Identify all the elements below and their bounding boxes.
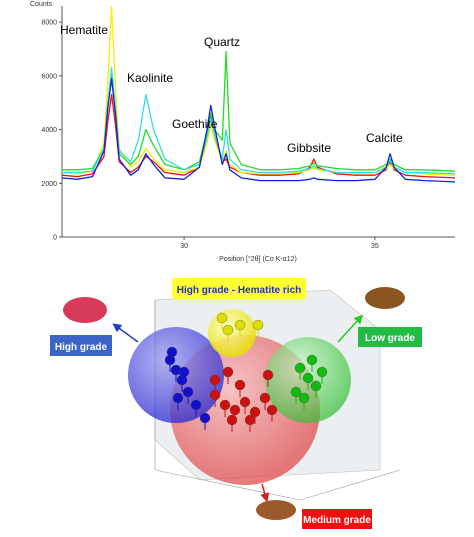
sample-point [302,372,314,384]
sample-point [234,379,246,391]
sample-point [310,380,322,392]
peak-label: Gibbsite [287,141,331,155]
y-tick-label: 6000 [41,73,57,80]
peak-label: Quartz [204,35,240,49]
sample-point [316,366,328,378]
sample-image [365,287,405,309]
sample-point [234,319,246,331]
sample-point [259,392,271,404]
diagram-title: High grade - Hematite rich [177,285,301,296]
sample-point [244,414,256,426]
peak-label: Goethite [172,117,218,131]
sample-point [216,312,228,324]
sample-image [256,500,296,520]
arrow [260,483,270,503]
axis-line [299,469,401,501]
sample-point [190,399,202,411]
y-axis-label: Counts [30,1,53,8]
y-tick-label: 4000 [41,127,57,134]
sample-point [178,366,190,378]
sample-point [266,404,278,416]
x-tick-label: 35 [371,243,379,250]
pca-diagram: High grade - Hematite rich High grade Lo… [50,278,422,529]
sample-point [172,392,184,404]
sample-point [226,414,238,426]
sample-point [219,399,231,411]
sample-image [63,297,107,323]
lines [62,6,455,183]
peak-label: Kaolinite [127,71,173,85]
series-line [62,77,455,183]
x-tick-label: 30 [180,243,188,250]
sample-point [262,369,274,381]
sample-point [229,404,241,416]
sample-point [182,386,194,398]
sample-point [209,374,221,386]
peak-label: Hematite [60,23,108,37]
sample-point [306,354,318,366]
sample-point [298,392,310,404]
title-box [172,278,306,299]
y-tick-label: 2000 [41,181,57,188]
arrow [337,314,364,343]
label: High grade [55,342,108,353]
x-axis-label: Position [°2θ] (Co K-α12) [219,255,297,263]
sample-point [222,324,234,336]
peak-label: Calcite [366,131,403,145]
sample-point [239,396,251,408]
series-line [62,6,455,176]
sample-point [252,319,264,331]
label-box [302,509,372,529]
arrow [112,323,139,343]
y-tick-label: 8000 [41,20,57,27]
axis-line [154,469,301,501]
sample-point [249,406,261,418]
label: Medium grade [303,515,371,526]
series-line [62,67,455,175]
label: Low grade [365,333,415,344]
sample-point [222,366,234,378]
sample-point [199,412,211,424]
xrd-chart: Counts Position [°2θ] (Co K-α12) 0 2000 40… [30,1,455,263]
label-box [50,335,112,356]
sample-point [166,346,178,358]
label-box [358,327,422,347]
y-tick-label: 0 [53,235,57,242]
sample-point [294,362,306,374]
sample-points [164,312,328,432]
sample-point [290,386,302,398]
